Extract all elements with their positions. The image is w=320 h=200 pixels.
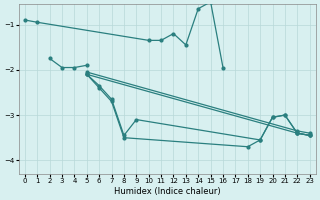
X-axis label: Humidex (Indice chaleur): Humidex (Indice chaleur) [114,187,220,196]
